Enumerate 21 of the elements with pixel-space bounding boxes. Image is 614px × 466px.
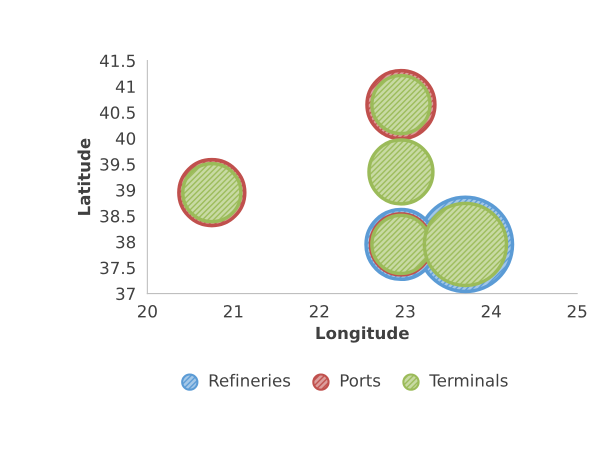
- legend-label: Ports: [340, 374, 380, 387]
- x-tick-label: 20: [138, 304, 157, 318]
- x-tick-label: 21: [224, 304, 242, 318]
- legend-label: Terminals: [429, 374, 508, 387]
- y-axis-title: Latitude: [77, 138, 90, 215]
- y-tick-label: 41.5: [100, 54, 135, 68]
- y-tick-label: 37.5: [100, 262, 135, 274]
- y-tick-label: 39: [116, 184, 136, 197]
- y-tick-label: 40.5: [100, 106, 135, 119]
- x-tick-label: 25: [568, 304, 586, 318]
- x-tick-label: 23: [396, 304, 415, 318]
- y-tick-label: 38.5: [100, 210, 135, 222]
- y-tick-label: 40: [116, 132, 136, 145]
- y-tick-label: 41: [116, 80, 135, 93]
- legend-label: Refineries: [210, 374, 290, 387]
- y-tick-label: 38: [116, 236, 136, 248]
- x-tick-label: 22: [310, 304, 328, 318]
- y-tick-label: 37: [116, 288, 135, 300]
- x-axis-title: Longitude: [316, 326, 409, 343]
- x-tick-label: 24: [482, 304, 501, 318]
- y-tick-label: 39.5: [100, 158, 135, 171]
